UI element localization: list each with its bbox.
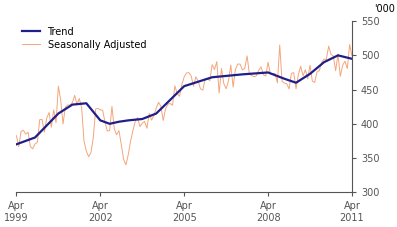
Seasonally Adjusted	[350, 54, 355, 57]
Seasonally Adjusted	[210, 63, 214, 66]
Trend	[278, 76, 282, 78]
Trend	[16, 142, 21, 145]
Seasonally Adjusted	[16, 145, 21, 148]
Trend	[326, 59, 331, 61]
Seasonally Adjusted	[270, 72, 275, 75]
Line: Seasonally Adjusted: Seasonally Adjusted	[16, 44, 352, 165]
Seasonally Adjusted	[279, 80, 284, 82]
Seasonally Adjusted	[14, 134, 19, 137]
Seasonally Adjusted	[329, 53, 333, 56]
Trend	[208, 77, 212, 79]
Seasonally Adjusted	[347, 43, 352, 46]
Trend	[350, 57, 355, 60]
Seasonally Adjusted	[30, 147, 35, 150]
Text: '000: '000	[374, 4, 395, 14]
Trend	[14, 143, 19, 146]
Seasonally Adjusted	[123, 163, 128, 166]
Trend	[335, 54, 340, 57]
Trend	[268, 72, 273, 75]
Line: Trend: Trend	[16, 55, 352, 144]
Trend	[30, 137, 35, 140]
Legend: Trend, Seasonally Adjusted: Trend, Seasonally Adjusted	[18, 23, 150, 54]
